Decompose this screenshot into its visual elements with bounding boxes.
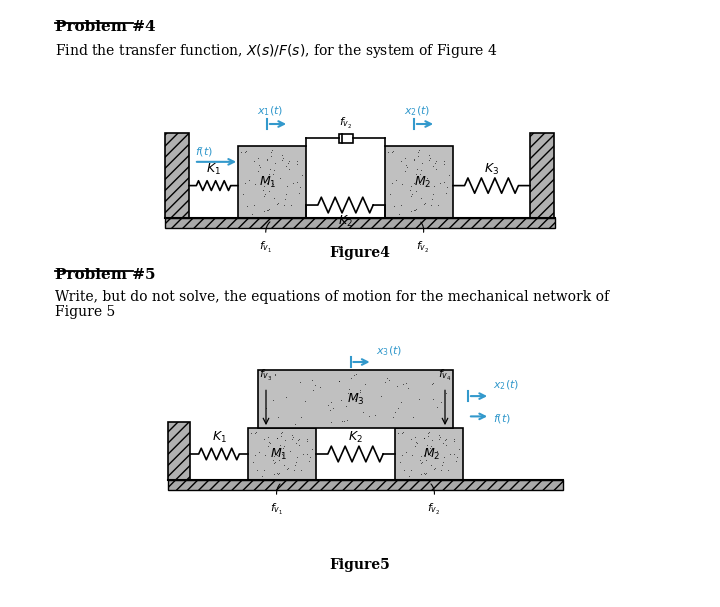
- Text: Problem #5: Problem #5: [55, 268, 156, 282]
- Text: Write, but do not solve, the equations of motion for the mechanical network of: Write, but do not solve, the equations o…: [55, 290, 609, 304]
- Text: $M_3$: $M_3$: [346, 392, 364, 407]
- Bar: [530, 133, 554, 218]
- Text: $f_{v_4}$: $f_{v_4}$: [438, 368, 451, 384]
- Text: $f_{v_1}$: $f_{v_1}$: [259, 240, 273, 255]
- Text: $f_{v_3}$: $f_{v_3}$: [259, 368, 273, 384]
- Text: $x_1(t)$: $x_1(t)$: [257, 104, 283, 118]
- Text: Figure4: Figure4: [330, 246, 390, 260]
- Text: $f_{v_2}$: $f_{v_2}$: [339, 116, 352, 131]
- Text: $K_1$: $K_1$: [212, 430, 227, 445]
- Text: $K_2$: $K_2$: [348, 430, 363, 445]
- Text: Figure5: Figure5: [330, 558, 390, 572]
- Bar: [395, 428, 463, 480]
- Bar: [165, 133, 189, 218]
- Text: $M_1$: $M_1$: [259, 174, 276, 189]
- Bar: [238, 146, 306, 218]
- Text: $x_2(t)$: $x_2(t)$: [493, 379, 519, 392]
- Text: Figure 5: Figure 5: [55, 305, 115, 319]
- Text: $f(t)$: $f(t)$: [195, 145, 213, 158]
- Bar: [385, 146, 453, 218]
- Text: $K_1$: $K_1$: [206, 161, 221, 177]
- Bar: [168, 422, 190, 480]
- Text: $f_{v_2}$: $f_{v_2}$: [427, 502, 441, 517]
- Text: $K_3$: $K_3$: [484, 161, 499, 177]
- Text: $f(t)$: $f(t)$: [493, 412, 511, 425]
- Bar: [165, 218, 555, 228]
- Text: $K_2$: $K_2$: [338, 214, 353, 229]
- Text: $M_2$: $M_2$: [423, 447, 441, 461]
- Bar: [258, 370, 453, 428]
- Bar: [168, 480, 563, 490]
- Text: $f_{v_1}$: $f_{v_1}$: [270, 502, 284, 517]
- Text: $M_2$: $M_2$: [414, 174, 432, 189]
- Text: Find the transfer function, $X(s)/F(s)$, for the system of Figure 4: Find the transfer function, $X(s)/F(s)$,…: [55, 42, 498, 60]
- Text: $M_{1}$: $M_{1}$: [270, 447, 288, 461]
- Bar: [248, 428, 316, 480]
- Text: $x_2(t)$: $x_2(t)$: [404, 104, 430, 118]
- Bar: [338, 134, 353, 143]
- Text: $f_{v_2}$: $f_{v_2}$: [416, 240, 430, 255]
- Text: Problem #4: Problem #4: [55, 20, 156, 34]
- Text: $x_3(t)$: $x_3(t)$: [376, 344, 402, 358]
